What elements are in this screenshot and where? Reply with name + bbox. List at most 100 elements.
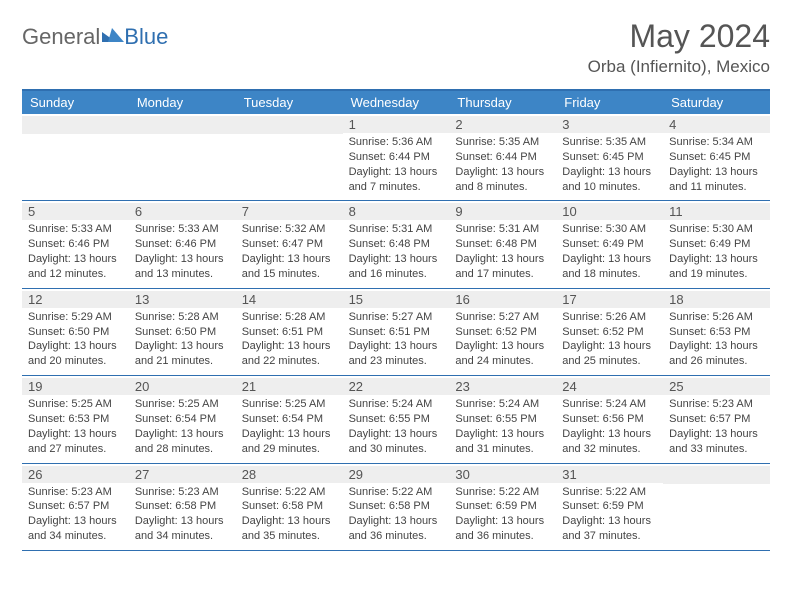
- dow-cell: Tuesday: [236, 91, 343, 114]
- day-sun-info: Sunrise: 5:24 AMSunset: 6:55 PMDaylight:…: [455, 397, 550, 456]
- day-number: 30: [449, 466, 556, 483]
- day-number: 25: [663, 378, 770, 395]
- day-number: [236, 116, 343, 134]
- day-sun-info: Sunrise: 5:24 AMSunset: 6:56 PMDaylight:…: [562, 397, 657, 456]
- day-number: 3: [556, 116, 663, 133]
- logo-text-1: General: [22, 24, 100, 50]
- day-sun-info: Sunrise: 5:22 AMSunset: 6:58 PMDaylight:…: [349, 485, 444, 544]
- day-sun-info: Sunrise: 5:26 AMSunset: 6:52 PMDaylight:…: [562, 310, 657, 369]
- day-number: 4: [663, 116, 770, 133]
- day-sun-info: Sunrise: 5:35 AMSunset: 6:44 PMDaylight:…: [455, 135, 550, 194]
- day-number: 2: [449, 116, 556, 133]
- day-cell: 16 Sunrise: 5:27 AMSunset: 6:52 PMDayligh…: [449, 289, 556, 375]
- day-cell: [22, 114, 129, 200]
- day-cell: 28Sunrise: 5:22 AMSunset: 6:58 PMDayligh…: [236, 464, 343, 550]
- day-cell: 7Sunrise: 5:32 AMSunset: 6:47 PMDaylight…: [236, 201, 343, 287]
- day-sun-info: Sunrise: 5:29 AMSunset: 6:50 PMDaylight:…: [28, 310, 123, 369]
- day-number: 12: [22, 291, 129, 308]
- day-sun-info: Sunrise: 5:31 AMSunset: 6:48 PMDaylight:…: [455, 222, 550, 281]
- day-number: 27: [129, 466, 236, 483]
- day-number: 14: [236, 291, 343, 308]
- day-sun-info: Sunrise: 5:32 AMSunset: 6:47 PMDaylight:…: [242, 222, 337, 281]
- week-row: 1 Sunrise: 5:36 AMSunset: 6:44 PMDaylight…: [22, 114, 770, 201]
- day-cell: 17Sunrise: 5:26 AMSunset: 6:52 PMDayligh…: [556, 289, 663, 375]
- title-block: May 2024 Orba (Infiernito), Mexico: [588, 18, 770, 77]
- day-sun-info: Sunrise: 5:27 AMSunset: 6:52 PMDaylight:…: [455, 310, 550, 369]
- day-sun-info: Sunrise: 5:36 AMSunset: 6:44 PMDaylight:…: [349, 135, 444, 194]
- day-cell: 30 Sunrise: 5:22 AMSunset: 6:59 PMDayligh…: [449, 464, 556, 550]
- day-number: 11: [663, 203, 770, 220]
- week-row: 19 Sunrise: 5:25 AMSunset: 6:53 PMDayligh…: [22, 376, 770, 463]
- day-cell: 26Sunrise: 5:23 AMSunset: 6:57 PMDayligh…: [22, 464, 129, 550]
- logo-icon: [102, 26, 124, 42]
- day-sun-info: Sunrise: 5:33 AMSunset: 6:46 PMDaylight:…: [135, 222, 230, 281]
- calendar: SundayMondayTuesdayWednesdayThursdayFrid…: [22, 89, 770, 551]
- logo: General Blue: [22, 24, 168, 50]
- day-sun-info: Sunrise: 5:26 AMSunset: 6:53 PMDaylight:…: [669, 310, 764, 369]
- dow-cell: Sunday: [22, 91, 129, 114]
- day-sun-info: Sunrise: 5:22 AMSunset: 6:58 PMDaylight:…: [242, 485, 337, 544]
- day-cell: 9Sunrise: 5:31 AMSunset: 6:48 PMDaylight…: [449, 201, 556, 287]
- dow-cell: Wednesday: [343, 91, 450, 114]
- day-cell: 15 Sunrise: 5:27 AMSunset: 6:51 PMDayligh…: [343, 289, 450, 375]
- day-cell: 11 Sunrise: 5:30 AMSunset: 6:49 PMDayligh…: [663, 201, 770, 287]
- day-sun-info: Sunrise: 5:25 AMSunset: 6:54 PMDaylight:…: [242, 397, 337, 456]
- day-cell: 4Sunrise: 5:34 AMSunset: 6:45 PMDaylight…: [663, 114, 770, 200]
- day-of-week-header: SundayMondayTuesdayWednesdayThursdayFrid…: [22, 91, 770, 114]
- day-cell: 31Sunrise: 5:22 AMSunset: 6:59 PMDayligh…: [556, 464, 663, 550]
- day-cell: 23Sunrise: 5:24 AMSunset: 6:55 PMDayligh…: [449, 376, 556, 462]
- day-number: 13: [129, 291, 236, 308]
- day-number: 15: [343, 291, 450, 308]
- day-cell: 12 Sunrise: 5:29 AMSunset: 6:50 PMDayligh…: [22, 289, 129, 375]
- dow-cell: Friday: [556, 91, 663, 114]
- dow-cell: Monday: [129, 91, 236, 114]
- day-number: 6: [129, 203, 236, 220]
- week-row: 26Sunrise: 5:23 AMSunset: 6:57 PMDayligh…: [22, 464, 770, 551]
- day-number: 5: [22, 203, 129, 220]
- day-sun-info: Sunrise: 5:25 AMSunset: 6:53 PMDaylight:…: [28, 397, 123, 456]
- day-number: [22, 116, 129, 134]
- day-sun-info: Sunrise: 5:30 AMSunset: 6:49 PMDaylight:…: [562, 222, 657, 281]
- day-number: 31: [556, 466, 663, 483]
- day-sun-info: Sunrise: 5:31 AMSunset: 6:48 PMDaylight:…: [349, 222, 444, 281]
- day-sun-info: Sunrise: 5:27 AMSunset: 6:51 PMDaylight:…: [349, 310, 444, 369]
- day-number: 24: [556, 378, 663, 395]
- day-number: 26: [22, 466, 129, 483]
- day-number: 1: [343, 116, 450, 133]
- day-cell: 14 Sunrise: 5:28 AMSunset: 6:51 PMDayligh…: [236, 289, 343, 375]
- day-number: 8: [343, 203, 450, 220]
- day-cell: 1 Sunrise: 5:36 AMSunset: 6:44 PMDaylight…: [343, 114, 450, 200]
- day-number: 21: [236, 378, 343, 395]
- day-cell: [129, 114, 236, 200]
- day-cell: 19 Sunrise: 5:25 AMSunset: 6:53 PMDayligh…: [22, 376, 129, 462]
- day-cell: 29 Sunrise: 5:22 AMSunset: 6:58 PMDayligh…: [343, 464, 450, 550]
- day-number: 18: [663, 291, 770, 308]
- day-cell: 10 Sunrise: 5:30 AMSunset: 6:49 PMDayligh…: [556, 201, 663, 287]
- week-row: 5 Sunrise: 5:33 AMSunset: 6:46 PMDaylight…: [22, 201, 770, 288]
- week-row: 12 Sunrise: 5:29 AMSunset: 6:50 PMDayligh…: [22, 289, 770, 376]
- dow-cell: Saturday: [663, 91, 770, 114]
- day-number: 16: [449, 291, 556, 308]
- day-cell: 25Sunrise: 5:23 AMSunset: 6:57 PMDayligh…: [663, 376, 770, 462]
- day-sun-info: Sunrise: 5:30 AMSunset: 6:49 PMDaylight:…: [669, 222, 764, 281]
- day-sun-info: Sunrise: 5:28 AMSunset: 6:51 PMDaylight:…: [242, 310, 337, 369]
- day-number: 29: [343, 466, 450, 483]
- day-cell: 20 Sunrise: 5:25 AMSunset: 6:54 PMDayligh…: [129, 376, 236, 462]
- day-cell: 5 Sunrise: 5:33 AMSunset: 6:46 PMDaylight…: [22, 201, 129, 287]
- day-sun-info: Sunrise: 5:33 AMSunset: 6:46 PMDaylight:…: [28, 222, 123, 281]
- day-number: 20: [129, 378, 236, 395]
- day-sun-info: Sunrise: 5:25 AMSunset: 6:54 PMDaylight:…: [135, 397, 230, 456]
- day-cell: [236, 114, 343, 200]
- day-number: [663, 466, 770, 484]
- day-cell: 18 Sunrise: 5:26 AMSunset: 6:53 PMDayligh…: [663, 289, 770, 375]
- day-sun-info: Sunrise: 5:35 AMSunset: 6:45 PMDaylight:…: [562, 135, 657, 194]
- day-cell: 22Sunrise: 5:24 AMSunset: 6:55 PMDayligh…: [343, 376, 450, 462]
- day-number: 10: [556, 203, 663, 220]
- day-cell: [663, 464, 770, 550]
- day-sun-info: Sunrise: 5:24 AMSunset: 6:55 PMDaylight:…: [349, 397, 444, 456]
- weeks-container: 1 Sunrise: 5:36 AMSunset: 6:44 PMDaylight…: [22, 114, 770, 551]
- day-sun-info: Sunrise: 5:22 AMSunset: 6:59 PMDaylight:…: [455, 485, 550, 544]
- month-title: May 2024: [588, 18, 770, 55]
- day-number: 19: [22, 378, 129, 395]
- day-cell: 13Sunrise: 5:28 AMSunset: 6:50 PMDayligh…: [129, 289, 236, 375]
